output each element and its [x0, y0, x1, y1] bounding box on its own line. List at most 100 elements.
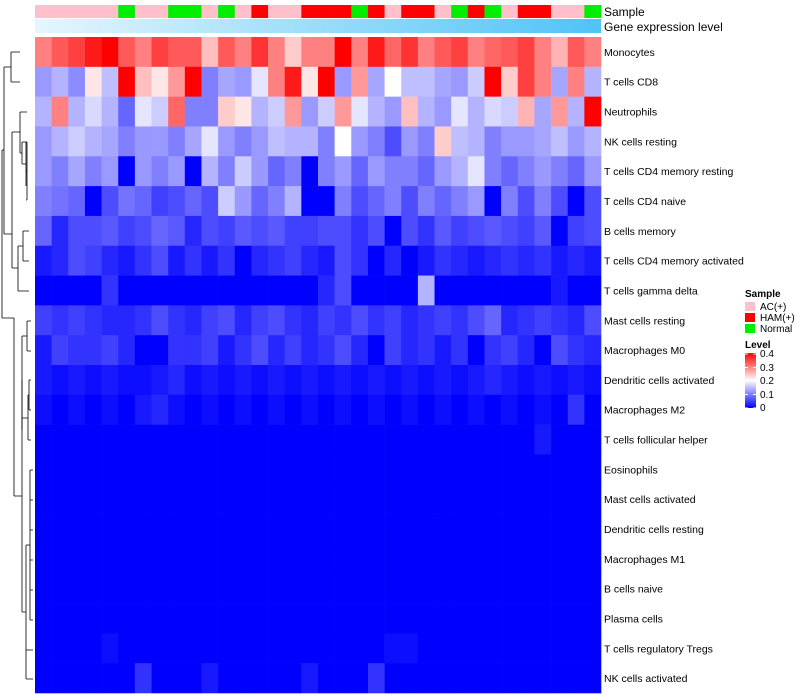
heatmap-cell [501, 454, 519, 485]
heatmap-cell [501, 633, 519, 664]
heatmap-cell [484, 186, 502, 217]
heatmap-cell [551, 335, 569, 366]
heatmap-cell [118, 454, 136, 485]
heatmap-cell [417, 305, 435, 336]
level-legend: Level 0.4 0.3 0.2 0.1 0 [745, 340, 774, 414]
heatmap-cell [251, 394, 269, 425]
heatmap-cell [334, 394, 352, 425]
heatmap-cell [517, 37, 535, 68]
sample-annotation-cell [318, 5, 335, 18]
heatmap-cell [251, 245, 269, 276]
heatmap-cell [551, 156, 569, 187]
heatmap-cell [218, 335, 236, 366]
heatmap-cell [101, 66, 119, 97]
legend-label-normal: Normal [760, 324, 792, 335]
heatmap-cell [201, 514, 219, 545]
heatmap-cell [318, 365, 335, 396]
heatmap-cell [35, 96, 52, 127]
heatmap-cell [551, 245, 569, 276]
heatmap-cell [451, 96, 469, 127]
heatmap-cell [501, 275, 519, 306]
heatmap-cell [367, 96, 385, 127]
heatmap-cell [84, 126, 102, 157]
heatmap-cell [184, 573, 202, 604]
heatmap-cell [251, 365, 269, 396]
heatmap-cell [384, 96, 402, 127]
heatmap-cell [51, 245, 69, 276]
heatmap-cell [301, 126, 319, 157]
heatmap-cell [451, 514, 469, 545]
heatmap-cell [168, 96, 186, 127]
heatmap-cell [451, 275, 469, 306]
heatmap-cell [434, 37, 452, 68]
heatmap-cell [35, 454, 52, 485]
heatmap-cell [551, 66, 569, 97]
heatmap-cell [584, 66, 602, 97]
heatmap-cell [551, 543, 569, 575]
heatmap-cell [417, 37, 435, 68]
heatmap-cell [584, 37, 602, 68]
heatmap-cell [234, 215, 252, 247]
heatmap-cell [118, 126, 136, 157]
heatmap-cell [367, 543, 385, 575]
heatmap-cell [301, 156, 319, 187]
heatmap-cell [401, 66, 419, 97]
heatmap-cell [35, 275, 52, 306]
heatmap-cell [367, 663, 385, 694]
heatmap-cell [484, 96, 502, 127]
heatmap-cell [567, 186, 585, 217]
heatmap-cell [168, 454, 186, 485]
heatmap-cell [534, 96, 552, 127]
heatmap-cell [551, 126, 569, 157]
heatmap-cell [334, 424, 352, 455]
heatmap-cell [218, 66, 236, 97]
heatmap-cell [68, 275, 86, 306]
heatmap-cell [218, 37, 236, 68]
heatmap-cell [134, 663, 152, 694]
heatmap-cell [301, 663, 319, 694]
heatmap-cell [434, 424, 452, 455]
heatmap-cell [484, 394, 502, 425]
heatmap-cell [451, 365, 469, 396]
heatmap-cell [517, 365, 535, 396]
heatmap-cell [84, 514, 102, 545]
sample-annotation-cell [151, 5, 169, 18]
heatmap-cell [284, 484, 302, 515]
heatmap-cell [118, 514, 136, 545]
heatmap-cell [84, 603, 102, 634]
heatmap-cell [218, 394, 236, 425]
row-label: Neutrophils [604, 107, 657, 119]
heatmap-cell [184, 603, 202, 634]
heatmap-cell [184, 126, 202, 157]
heatmap-cell [584, 126, 602, 157]
heatmap-cell [101, 275, 119, 306]
heatmap-cell [251, 186, 269, 217]
heatmap-cell [218, 663, 236, 694]
heatmap-cell [201, 424, 219, 455]
legend-label-ac: AC(+) [760, 302, 786, 313]
heatmap-cell [467, 514, 485, 545]
heatmap-cell [534, 424, 552, 455]
heatmap-cell [84, 573, 102, 604]
heatmap-cell [51, 305, 69, 336]
heatmap-cell [68, 603, 86, 634]
sample-annotation-cell [367, 5, 385, 18]
heatmap-cell [384, 543, 402, 575]
heatmap-cell [234, 394, 252, 425]
heatmap-cell [567, 424, 585, 455]
heatmap-cell [367, 37, 385, 68]
heatmap-cell [101, 96, 119, 127]
heatmap-cell [501, 66, 519, 97]
heatmap-cell [284, 126, 302, 157]
sample-annotation-cell [301, 5, 319, 18]
heatmap-cell [417, 454, 435, 485]
heatmap-cell [318, 633, 335, 664]
heatmap-cell [301, 394, 319, 425]
heatmap-cell [284, 96, 302, 127]
heatmap-cell [151, 275, 169, 306]
heatmap-cell [467, 66, 485, 97]
heatmap-cell [401, 663, 419, 694]
heatmap-cell [51, 156, 69, 187]
heatmap-cell [401, 514, 419, 545]
heatmap-cell [484, 514, 502, 545]
